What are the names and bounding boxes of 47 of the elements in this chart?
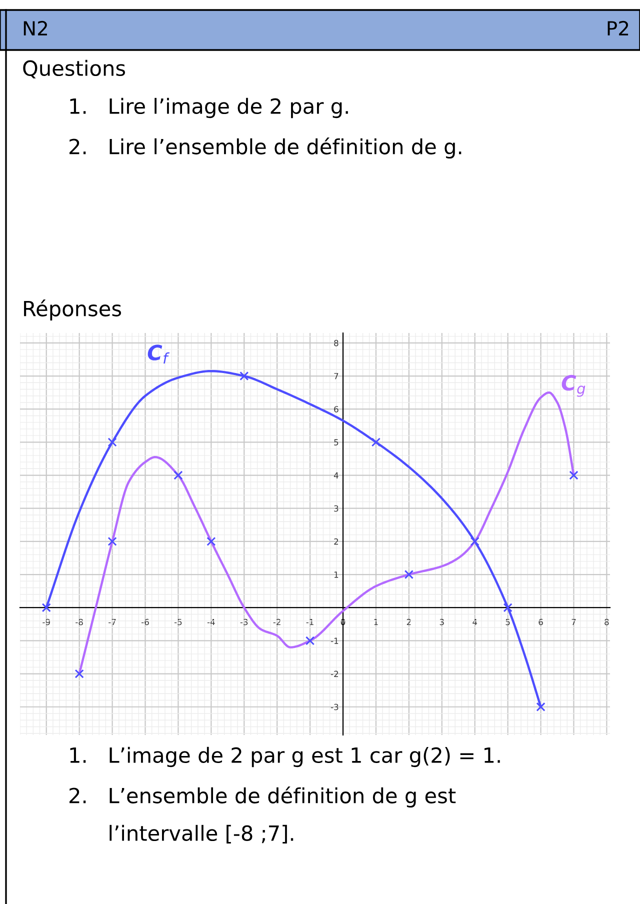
- series-label: C$_{g}$: [562, 374, 586, 397]
- x-tick-label: 2: [406, 618, 411, 626]
- point: [108, 536, 117, 546]
- y-tick-label: 8: [334, 340, 338, 346]
- text: 2. L’ensemble de définition de g est: [70, 786, 456, 808]
- point: [42, 603, 51, 612]
- y-tick-label: 7: [334, 373, 338, 380]
- y-tick-label: -2: [330, 670, 338, 677]
- x-tick-label: -7: [108, 618, 116, 626]
- point: [404, 570, 414, 580]
- y-tick-label: 3: [334, 505, 338, 512]
- point: [470, 536, 480, 546]
- x-tick-label: 6: [538, 618, 543, 626]
- point: [569, 470, 578, 480]
- text: 2. Lire l’ensemble de définition de g.: [70, 138, 462, 158]
- x-tick-label: -6: [142, 618, 149, 626]
- y-tick-label: 5: [334, 439, 338, 446]
- y-tick-label: -1: [330, 638, 338, 644]
- text: 1. Lire l’image de 2 par g.: [70, 98, 348, 118]
- y-tick-label: 1: [334, 572, 338, 578]
- y-tick-label: -3: [330, 704, 338, 710]
- series-label: C$_{f}$: [148, 344, 170, 364]
- y-tick-label: 4: [334, 472, 338, 478]
- point: [371, 438, 381, 447]
- point: [305, 636, 315, 646]
- x-tick-label: -3: [240, 618, 248, 626]
- point: [74, 669, 84, 678]
- y-tick-label: 2: [334, 538, 338, 545]
- y-tick-label: 6: [334, 406, 338, 412]
- text: Réponses: [24, 300, 122, 320]
- x-tick-label: -5: [174, 618, 182, 626]
- text: 1. L’image de 2 par g est 1 car g(2) = 1.: [70, 746, 500, 768]
- point: [503, 603, 512, 612]
- x-tick-label: 7: [572, 618, 576, 626]
- text: l’intervalle [-8 ;7].: [110, 824, 294, 844]
- x-tick-label: 8: [604, 618, 609, 626]
- point: [206, 536, 216, 546]
- text: Questions: [23, 60, 126, 78]
- text: N2: [24, 20, 47, 36]
- x-tick-label: -2: [273, 618, 280, 626]
- point: [108, 438, 117, 447]
- x-tick-label: -1: [306, 618, 314, 626]
- point: [174, 470, 183, 480]
- point: [240, 371, 249, 381]
- point: [536, 702, 546, 712]
- x-tick-label: 3: [440, 618, 444, 626]
- text: P2: [608, 20, 628, 36]
